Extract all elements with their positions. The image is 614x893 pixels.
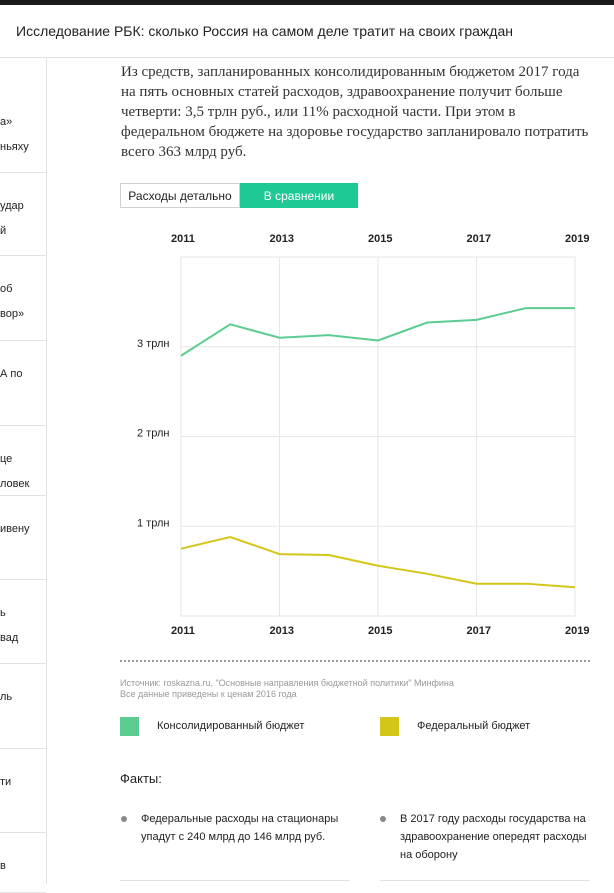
sidebar-news-item[interactable]: а» ньяху (0, 58, 46, 173)
y-tick-label: 2 трлн (137, 428, 169, 440)
sidebar-news-item[interactable]: А по (0, 340, 46, 426)
sidebar-item-text: ивену (0, 523, 30, 535)
x-tick-label: 2019 (565, 625, 589, 637)
fact-divider (380, 880, 590, 881)
source-line-1: Источник: roskazna.ru, "Основные направл… (120, 678, 454, 688)
sidebar-item-text: А по (0, 368, 23, 380)
sidebar-news-item[interactable]: об вор» (0, 255, 46, 341)
y-tick-label: 3 трлн (137, 338, 169, 350)
sidebar-item-text: ти (0, 776, 12, 788)
sidebar-item-text: це (0, 453, 13, 465)
legend-swatch-consolidated (120, 717, 139, 736)
budget-line-chart: 2011 2011 2013 2013 2015 2015 2017 2017 2019 2019… (137, 233, 589, 637)
facts-title: Факты: (120, 771, 162, 786)
bullet-icon (380, 816, 386, 822)
article-intro: Из средств, запланированных консолидиров… (121, 64, 589, 160)
sidebar-news-item[interactable]: це ловек (0, 425, 46, 496)
x-tick-label: 2013 (270, 233, 294, 245)
chart-source: Источник: roskazna.ru, "Основные направл… (120, 678, 590, 700)
sidebar-news-item[interactable]: ь вад (0, 579, 46, 664)
sidebar-news-item[interactable]: ти (0, 748, 46, 833)
sidebar-item-text: ль (0, 691, 13, 703)
sidebar-item-text: вор» (0, 308, 25, 320)
tab-detailed[interactable]: Расходы детально (120, 183, 240, 208)
sidebar-item-text: а» (0, 116, 13, 128)
sidebar-item-text: ньяху (0, 141, 29, 153)
x-tick-label: 2011 (171, 625, 195, 637)
sidebar-item-text: вад (0, 632, 19, 644)
sidebar-news-item[interactable]: ль (0, 663, 46, 749)
fact-text[interactable]: В 2017 году расходы государства на здрав… (400, 813, 587, 861)
x-tick-label: 2015 (368, 233, 392, 245)
top-bar (0, 0, 614, 5)
sidebar-item-text: ь (0, 607, 6, 619)
legend-label-federal: Федеральный бюджет (417, 720, 531, 732)
sidebar-item-text: й (0, 225, 7, 237)
x-tick-label: 2019 (565, 233, 589, 245)
x-tick-label: 2013 (270, 625, 294, 637)
x-tick-label: 2017 (467, 625, 491, 637)
series-line (180, 307, 575, 357)
sidebar-news-item[interactable]: удар й (0, 172, 46, 256)
fact-text[interactable]: Федеральные расходы на стационары упадут… (141, 813, 339, 843)
source-line-2: Все данные приведены к ценам 2016 года (120, 689, 297, 699)
legend-label-consolidated: Консолидированный бюджет (157, 720, 305, 732)
tab-compare[interactable]: В сравнении (240, 183, 358, 208)
sidebar-item-text: об (0, 283, 13, 295)
article-header: Исследование РБК: сколько Россия на само… (0, 5, 614, 58)
news-sidebar: а» ньяху удар й об вор» А по це ловек ивену ь вад ль… (0, 58, 47, 893)
header-title[interactable]: Исследование РБК: сколько Россия на само… (16, 23, 513, 39)
fact-divider (120, 880, 350, 881)
chart-tabs: Расходы детально В сравнении (120, 183, 358, 208)
series-line (180, 535, 576, 589)
sidebar-item-text: ловек (0, 478, 30, 490)
x-tick-label: 2015 (368, 625, 392, 637)
legend-swatch-federal (380, 717, 399, 736)
x-tick-label: 2017 (467, 233, 491, 245)
y-tick-label: 1 трлн (137, 517, 169, 529)
dotted-divider (120, 660, 590, 662)
x-tick-label: 2011 (171, 233, 195, 245)
sidebar-item-text: в (0, 860, 6, 872)
sidebar-item-text: удар (0, 200, 24, 212)
bullet-icon (121, 816, 127, 822)
sidebar-news-item[interactable]: ивену (0, 495, 46, 580)
